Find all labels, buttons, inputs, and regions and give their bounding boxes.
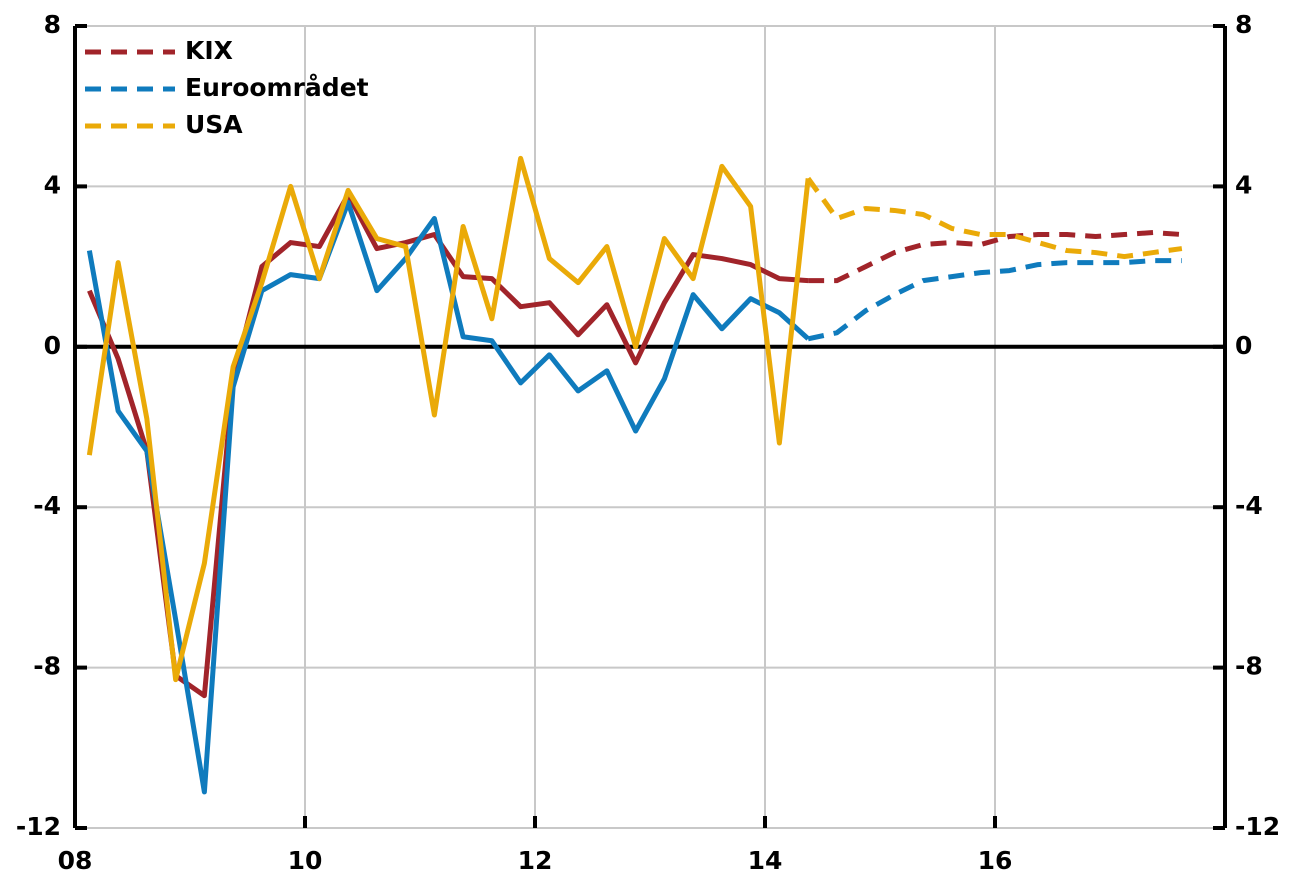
x-tick-label: 10 [288,846,323,875]
y-tick-label: 0 [44,331,61,360]
legend-label: KIX [185,36,233,65]
x-tick-label: 14 [748,846,783,875]
y2-tick-label: 4 [1235,170,1252,199]
y-tick-label: -12 [16,812,61,841]
forecast-line [806,176,1183,260]
forecast-line [808,230,1183,284]
y2-tick-label: -12 [1235,812,1280,841]
y2-tick-label: 8 [1235,10,1252,39]
y2-tick-label: -4 [1235,491,1263,520]
series-line [86,199,810,795]
legend-label: USA [185,110,243,139]
x-tick-label: 16 [978,846,1013,875]
y2-tick-label: -8 [1235,652,1263,681]
x-tick-label: 08 [58,846,93,875]
y-tick-label: 8 [44,10,61,39]
y-tick-label: 4 [44,170,61,199]
y-tick-label: -8 [33,652,61,681]
legend-label: Euroområdet [185,73,369,102]
series-line [86,155,811,683]
y-tick-label: -4 [33,491,61,520]
series-line [87,191,809,699]
x-tick-label: 12 [518,846,553,875]
y2-tick-label: 0 [1235,331,1252,360]
